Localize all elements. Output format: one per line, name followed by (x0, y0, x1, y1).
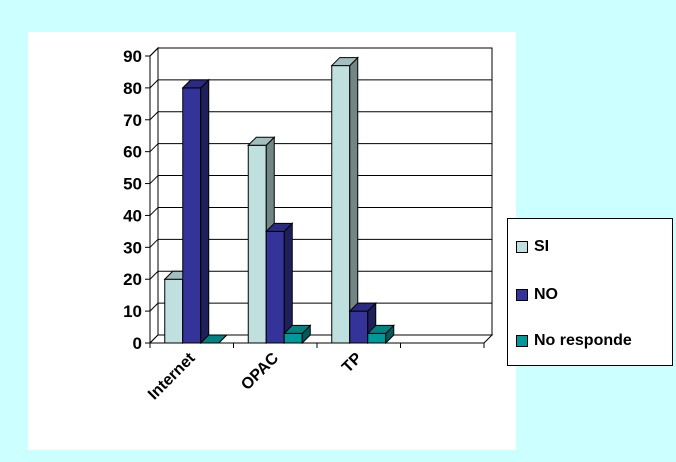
plot-area: 0 10 20 30 40 50 60 70 80 90 Internet OPAC TP (28, 32, 516, 450)
y-tick-label: 30 (123, 238, 142, 257)
legend-item-si: SI (516, 237, 549, 257)
bar-side (349, 56, 359, 345)
legend-swatch-si (516, 241, 528, 253)
bar-no-tp (349, 310, 369, 344)
bar-si-opac (247, 144, 267, 344)
bar-si-internet (164, 278, 184, 344)
y-tick-label: 50 (123, 175, 142, 194)
y-tick-label: 0 (133, 334, 142, 353)
legend-swatch-no (516, 289, 528, 301)
bar-si-tp (331, 65, 351, 344)
bar-top (199, 334, 228, 344)
bar-top (247, 136, 276, 146)
y-tick-label: 10 (123, 302, 142, 321)
wall-gridline (149, 302, 159, 312)
wall-gridline (149, 270, 159, 280)
legend-item-no: NO (516, 285, 558, 305)
side-wall (149, 46, 159, 345)
y-tick-label: 60 (123, 143, 142, 162)
bar-side (200, 78, 210, 345)
bar-top (265, 222, 294, 232)
x-tick-label: Internet (145, 349, 199, 403)
bar-top (181, 79, 210, 89)
bar-top (366, 324, 395, 334)
y-tick-label: 40 (123, 206, 142, 225)
bar-no-internet (182, 87, 202, 344)
wall-gridline (149, 238, 159, 248)
bar-no-opac (265, 230, 285, 344)
legend-label-no-responde: No responde (534, 332, 632, 349)
legend-label-si: SI (534, 238, 550, 255)
y-tick-label: 90 (123, 47, 142, 66)
bar-top (330, 57, 359, 67)
back-wall (157, 47, 493, 336)
bar-chart: 0 10 20 30 40 50 60 70 80 90 Internet OPAC TP (123, 46, 494, 403)
bar-no-responde-opac (283, 332, 303, 344)
bar-top (283, 324, 312, 334)
legend-label-no: NO (534, 286, 558, 303)
bar-side (283, 222, 293, 345)
y-tick-label: 20 (123, 270, 142, 289)
bar-top (348, 302, 377, 312)
y-tick-label: 70 (123, 111, 142, 130)
x-tick-label: OPAC (238, 349, 282, 393)
wall-gridline (149, 111, 159, 121)
wall-gridline (149, 79, 159, 89)
wall-gridline (149, 175, 159, 184)
y-tick-label: 80 (123, 79, 142, 98)
bar-no-responde-tp (367, 332, 387, 344)
wall-gridline (149, 143, 159, 153)
x-tick-label: TP (339, 350, 366, 377)
legend: SI NO No responde (507, 218, 673, 366)
legend-swatch-no-responde (516, 335, 528, 347)
wall-gridline (149, 207, 159, 216)
legend-item-no-responde: No responde (516, 331, 632, 351)
